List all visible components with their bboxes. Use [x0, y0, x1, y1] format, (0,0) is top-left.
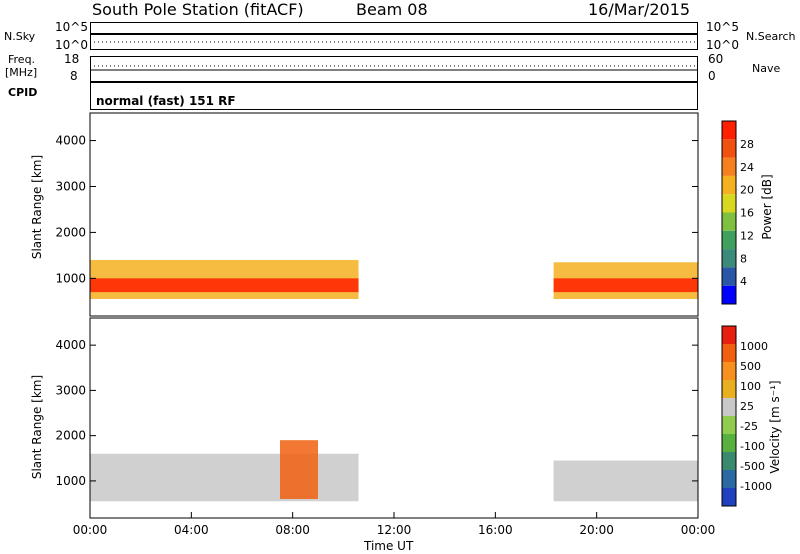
- noise-tick-low-right: 10^0: [706, 38, 739, 52]
- power-colorbar-label: Power [dB]: [760, 174, 774, 240]
- velocity-colorbar-swatch-0: [722, 488, 736, 506]
- freq-label: Freq.: [8, 53, 36, 66]
- power-colorbar-tick-1: 24: [740, 161, 754, 174]
- freq-unit: [MHz]: [5, 66, 38, 79]
- power-colorbar-tick-4: 12: [740, 229, 754, 242]
- power-colorbar-swatch-1: [722, 267, 736, 286]
- velocity-ytick-label-2: 2000: [55, 429, 86, 443]
- velocity-ylabel: Slant Range [km]: [30, 374, 44, 480]
- xtick-label-0: 00:00: [73, 523, 108, 537]
- cpid-value: normal (fast) 151 RF: [96, 94, 236, 108]
- freq-tick-high: 18: [64, 52, 80, 66]
- velocity-ytick-label-0: 4000: [55, 338, 86, 352]
- power-ytick-label-1: 3000: [55, 179, 86, 193]
- velocity-colorbar-tick-6: -500: [740, 460, 765, 473]
- cpid-panel: [90, 82, 698, 110]
- xtick-label-3: 12:00: [377, 523, 412, 537]
- velocity-colorbar-swatch-3: [722, 434, 736, 452]
- xtick-label-5: 20:00: [579, 523, 614, 537]
- nave-tick-low: 0: [708, 69, 716, 83]
- velocity-colorbar-tick-0: 1000: [740, 340, 768, 353]
- velocity-colorbar-tick-4: -25: [740, 420, 758, 433]
- power-colorbar-swatch-6: [722, 175, 736, 195]
- velocity-ytick-label-1: 3000: [55, 383, 86, 397]
- power-ytick-label-2: 2000: [55, 225, 86, 239]
- velocity-colorbar-swatch-5: [722, 398, 736, 416]
- noise-tick-low: 10^0: [55, 38, 88, 52]
- noise-panel: [90, 22, 698, 50]
- velocity-band-2: [553, 460, 698, 502]
- xtick-label-4: 16:00: [478, 523, 513, 537]
- velocity-colorbar-tick-3: 25: [740, 400, 754, 413]
- freq-panel: [90, 56, 698, 82]
- freq-tick-low: 8: [70, 69, 78, 83]
- velocity-colorbar-swatch-4: [722, 416, 736, 434]
- beam-label: Beam 08: [356, 0, 428, 19]
- power-colorbar-swatch-9: [722, 121, 736, 140]
- power-colorbar-tick-0: 28: [740, 138, 754, 151]
- power-colorbar-swatch-4: [722, 212, 736, 231]
- nave-tick-high: 60: [708, 52, 724, 66]
- velocity-band-1: [280, 440, 318, 499]
- velocity-colorbar-tick-1: 500: [740, 360, 761, 373]
- power-frame: [89, 112, 699, 317]
- power-colorbar-tick-5: 8: [740, 252, 747, 265]
- velocity-colorbar-label: Velocity [m s⁻¹]: [768, 380, 782, 474]
- power-ytick-label-0: 4000: [55, 134, 86, 148]
- date-label: 16/Mar/2015: [588, 0, 691, 19]
- velocity-colorbar-tick-7: -1000: [740, 480, 772, 493]
- power-colorbar-swatch-8: [722, 139, 736, 158]
- power-colorbar-swatch-5: [722, 194, 736, 213]
- velocity-colorbar-frame: [721, 325, 737, 507]
- nsky-label: N.Sky: [4, 30, 36, 43]
- velocity-colorbar-swatch-1: [722, 470, 736, 488]
- noise-tick-high: 10^5: [55, 20, 88, 34]
- power-colorbar-frame: [721, 120, 737, 305]
- power-colorbar-tick-3: 16: [740, 207, 754, 220]
- xtick-label-2: 08:00: [275, 523, 310, 537]
- nave-label: Nave: [752, 62, 781, 75]
- velocity-colorbar-tick-5: -100: [740, 440, 765, 453]
- velocity-colorbar-tick-2: 100: [740, 380, 761, 393]
- velocity-ytick-label-3: 1000: [55, 474, 86, 488]
- xtick-label-1: 04:00: [174, 523, 209, 537]
- power-ylabel: Slant Range [km]: [30, 154, 44, 260]
- power-band-1: [90, 278, 359, 293]
- xtick-label-6: 00:00: [681, 523, 716, 537]
- cpid-label: CPID: [8, 86, 38, 99]
- station-title: South Pole Station (fitACF): [92, 0, 304, 19]
- power-colorbar-swatch-3: [722, 230, 736, 250]
- noise-tick-high-right: 10^5: [706, 20, 739, 34]
- power-colorbar-tick-2: 20: [740, 184, 754, 197]
- power-colorbar-tick-6: 4: [740, 275, 747, 288]
- velocity-colorbar-swatch-8: [722, 344, 736, 362]
- velocity-band-0: [90, 453, 359, 502]
- power-colorbar-swatch-7: [722, 157, 736, 176]
- velocity-colorbar-swatch-9: [722, 326, 736, 344]
- power-ytick-label-3: 1000: [55, 271, 86, 285]
- velocity-colorbar-swatch-2: [722, 452, 736, 470]
- power-colorbar-swatch-0: [722, 285, 736, 304]
- power-colorbar-swatch-2: [722, 249, 736, 268]
- velocity-colorbar-swatch-7: [722, 362, 736, 380]
- xlabel: Time UT: [364, 539, 414, 553]
- velocity-colorbar-swatch-6: [722, 380, 736, 398]
- power-band-3: [553, 278, 698, 293]
- nsearch-label: N.Search: [746, 30, 796, 43]
